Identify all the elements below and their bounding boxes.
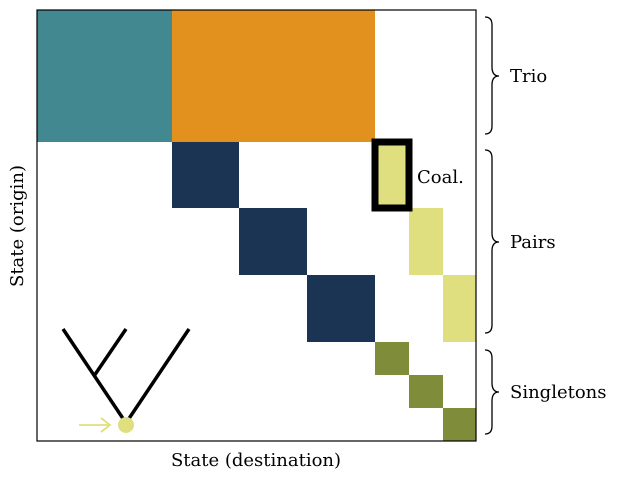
arrow-right-icon — [79, 417, 112, 433]
coal-cell-1 — [375, 142, 409, 208]
singleton-block-1 — [375, 342, 409, 375]
coal-highlight-box — [371, 138, 413, 212]
pairs-brace-icon — [484, 149, 500, 334]
y-axis-label: State (origin) — [7, 165, 28, 287]
coal-cell-2 — [409, 208, 443, 275]
tree-root-dot — [118, 417, 134, 433]
pair-block-2 — [239, 208, 307, 275]
trio-label: Trio — [510, 66, 547, 87]
singleton-block-2 — [409, 375, 443, 408]
pair-block-3 — [307, 275, 375, 342]
coal-cell-3 — [443, 275, 476, 342]
trio-brace-icon — [484, 16, 500, 135]
coal-label: Coal. — [417, 167, 464, 188]
coalescent-tree-icon — [61, 328, 191, 424]
singletons-brace-icon — [484, 349, 500, 435]
trio-orange-block — [172, 10, 375, 142]
matrix-frame — [36, 9, 477, 442]
x-axis-label: State (destination) — [171, 450, 341, 471]
pairs-label: Pairs — [510, 232, 556, 253]
singletons-label: Singletons — [510, 382, 607, 403]
singleton-block-3 — [443, 408, 476, 441]
pair-block-1 — [172, 142, 239, 208]
trio-teal-block — [37, 10, 172, 142]
